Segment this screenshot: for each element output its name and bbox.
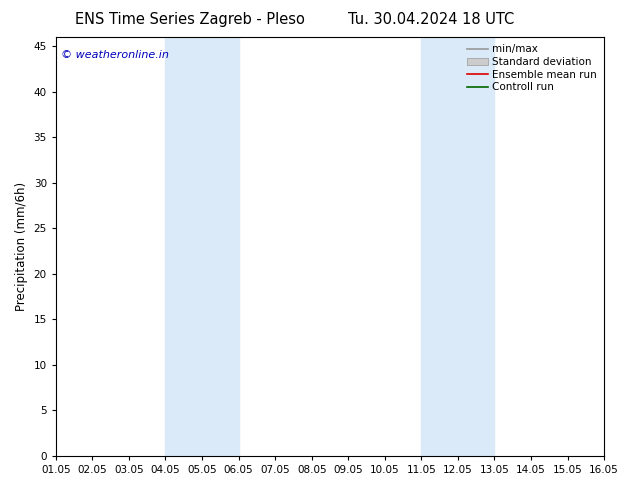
Text: © weatheronline.in: © weatheronline.in (61, 49, 169, 60)
Legend: min/max, Standard deviation, Ensemble mean run, Controll run: min/max, Standard deviation, Ensemble me… (465, 42, 599, 94)
Y-axis label: Precipitation (mm/6h): Precipitation (mm/6h) (15, 182, 28, 311)
Bar (422, 37, 495, 456)
Text: Tu. 30.04.2024 18 UTC: Tu. 30.04.2024 18 UTC (348, 12, 514, 27)
Bar (165, 37, 238, 456)
Text: ENS Time Series Zagreb - Pleso: ENS Time Series Zagreb - Pleso (75, 12, 305, 27)
